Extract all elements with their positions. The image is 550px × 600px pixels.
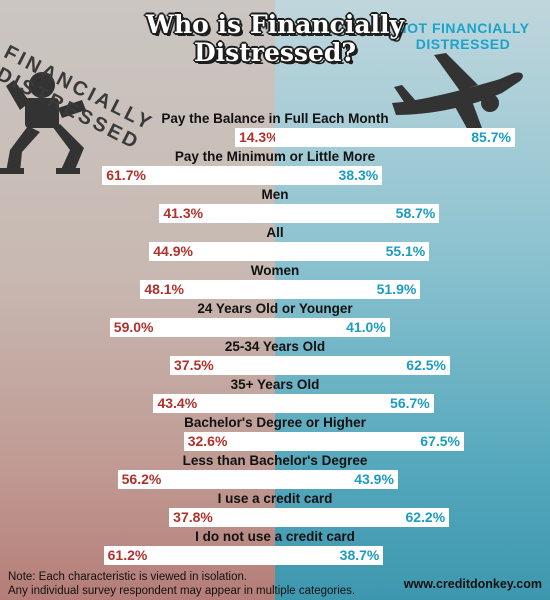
category-label: Pay the Balance in Full Each Month	[161, 111, 389, 126]
not-distressed-value-label: 67.5%	[420, 433, 460, 449]
distressed-value-label: 14.3%	[238, 129, 279, 145]
not-distressed-bar	[275, 432, 464, 451]
distressed-value-label: 44.9%	[153, 243, 193, 259]
not-distressed-bar	[275, 128, 515, 147]
category-label: 24 Years Old or Younger	[197, 301, 353, 316]
right-heading-line1: NOT FINANCIALLY	[396, 20, 530, 36]
category-label: Pay the Minimum or Little More	[174, 149, 376, 164]
chart-title-line2: Distressed?	[193, 38, 357, 67]
site-url: www.creditdonkey.com	[403, 577, 542, 591]
category-label: Women	[250, 263, 300, 278]
not-distressed-value-label: 85.7%	[471, 129, 511, 145]
footnote-line1: Note: Each characteristic is viewed in i…	[8, 571, 248, 583]
not-distressed-bar	[275, 356, 450, 375]
not-distressed-value-label: 41.0%	[346, 319, 386, 335]
distressed-value-label: 59.0%	[113, 319, 154, 335]
not-distressed-value-label: 58.7%	[395, 205, 436, 221]
not-distressed-value-label: 51.9%	[376, 281, 417, 297]
category-label: All	[266, 225, 284, 240]
distressed-value-label: 61.2%	[107, 547, 148, 563]
not-distressed-bar	[275, 280, 421, 299]
chart-title-line1: Who is Financially	[145, 10, 405, 39]
not-distressed-bar	[275, 318, 390, 337]
not-distressed-value-label: 62.2%	[405, 509, 446, 525]
distressed-value-label: 48.1%	[144, 281, 185, 297]
category-label: 25-34 Years Old	[224, 339, 326, 354]
category-label: I use a credit card	[217, 491, 333, 506]
category-label: 35+ Years Old	[230, 377, 320, 392]
distressed-value-label: 56.2%	[121, 471, 162, 487]
right-heading: NOT FINANCIALLY DISTRESSED	[388, 20, 538, 52]
distressed-value-label: 61.7%	[106, 167, 146, 183]
not-distressed-bar	[275, 166, 383, 185]
not-distressed-bar	[275, 242, 430, 261]
category-label: Less than Bachelor's Degree	[182, 453, 368, 468]
category-label: I do not use a credit card	[195, 529, 355, 544]
distressed-value-label: 41.3%	[163, 205, 204, 221]
not-distressed-bar	[275, 508, 450, 527]
not-distressed-value-label: 55.1%	[385, 243, 426, 259]
not-distressed-value-label: 38.3%	[338, 167, 379, 183]
distressed-value-label: 37.8%	[173, 509, 213, 525]
not-distressed-value-label: 62.5%	[406, 357, 446, 373]
not-distressed-value-label: 56.7%	[390, 395, 430, 411]
not-distressed-bar	[275, 394, 434, 413]
footnote: Note: Each characteristic is viewed in i…	[8, 570, 355, 598]
weightlifter-icon	[0, 72, 86, 174]
right-heading-line2: DISTRESSED	[415, 36, 511, 52]
footnote-line2: Any individual survey respondent may app…	[8, 585, 356, 597]
not-distressed-value-label: 38.7%	[339, 547, 380, 563]
not-distressed-bar	[275, 470, 398, 489]
not-distressed-bar	[275, 546, 384, 565]
distressed-value-label: 32.6%	[187, 433, 228, 449]
category-label: Bachelor's Degree or Higher	[184, 415, 366, 430]
distressed-value-label: 43.4%	[157, 395, 198, 411]
category-label: Men	[261, 187, 289, 202]
distressed-value-label: 37.5%	[174, 357, 214, 373]
not-distressed-value-label: 43.9%	[354, 471, 394, 487]
not-distressed-bar	[275, 204, 440, 223]
